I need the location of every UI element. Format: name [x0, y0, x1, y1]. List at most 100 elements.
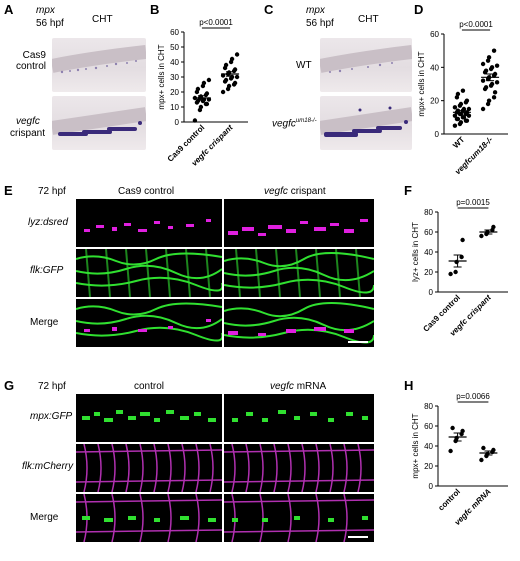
p-value-label: p<0.0001	[199, 18, 233, 27]
a-stage-label: 56 hpf	[36, 18, 64, 29]
c-row2-label: vegfcum18-/-	[272, 118, 317, 129]
data-point	[483, 68, 489, 73]
data-point	[448, 271, 453, 277]
a-vegfc-crispant-image	[52, 96, 146, 150]
g-mpx-mrna	[224, 394, 374, 442]
y-tick-label: 50	[170, 43, 179, 52]
data-point	[450, 425, 455, 431]
y-tick-label: 20	[424, 462, 433, 471]
data-point	[201, 80, 207, 86]
y-tick-label: 40	[424, 442, 433, 451]
c-gene-label: mpx	[306, 5, 325, 16]
y-tick-label: 0	[429, 288, 434, 297]
y-tick-label: 30	[170, 73, 179, 82]
panel-letter-e: E	[4, 183, 13, 198]
data-point	[489, 81, 495, 87]
g-row-merge: Merge	[30, 512, 59, 523]
data-point	[492, 90, 498, 95]
g-merge-mrna	[224, 494, 374, 542]
data-point	[480, 61, 486, 67]
data-point	[459, 254, 464, 260]
data-point	[460, 88, 466, 93]
data-point	[204, 101, 210, 107]
data-point	[479, 233, 484, 239]
data-point	[455, 91, 461, 97]
data-point	[458, 120, 464, 125]
e-row-flk: flk:GFP	[30, 265, 64, 276]
data-point	[458, 101, 464, 107]
data-point	[455, 116, 461, 122]
data-point	[486, 55, 492, 60]
a-row1-label: Cas9 control	[15, 50, 46, 72]
y-tick-label: 80	[424, 208, 433, 217]
category-label: WT	[451, 135, 466, 150]
panel-letter-d: D	[414, 2, 424, 17]
data-point	[452, 105, 458, 110]
a-stain-1	[52, 45, 146, 74]
a-stain-2	[52, 107, 146, 136]
a-row2-word: crispant	[10, 128, 46, 139]
data-point	[480, 106, 486, 112]
c-stain-1	[320, 45, 412, 73]
c-row2-gene: vegfc	[272, 118, 296, 130]
data-point	[481, 445, 486, 451]
g-green-1	[82, 410, 216, 422]
data-point	[491, 447, 496, 453]
e-col2-word: crispant	[290, 186, 326, 197]
data-point	[485, 101, 491, 107]
data-point	[461, 106, 467, 112]
y-tick-label: 80	[424, 402, 433, 411]
e-magenta-2	[228, 219, 368, 236]
y-tick-label: 10	[170, 103, 179, 112]
data-point	[486, 98, 492, 103]
data-point	[491, 48, 497, 53]
e-green-1	[76, 249, 222, 297]
y-tick-label: 0	[435, 130, 440, 139]
panel-letter-h: H	[404, 378, 414, 393]
y-axis-label: mpx+ cells in CHT	[417, 51, 426, 116]
data-point	[454, 95, 460, 100]
g-col2-label: vegfc mRNA	[270, 381, 326, 392]
a-region-label: CHT	[92, 14, 113, 25]
e-merge-1	[76, 302, 222, 342]
data-point	[198, 104, 204, 110]
panel-letter-f: F	[404, 183, 412, 198]
chart-h: 0 20 40 60 80 mpx+ cells in CHT p=0.0066 contro…	[411, 392, 508, 527]
g-row-mpx: mpx:GFP	[30, 411, 73, 422]
data-point	[223, 62, 229, 68]
g-merge-control	[76, 494, 222, 542]
y-tick-label: 40	[424, 248, 433, 257]
data-point	[195, 86, 201, 92]
data-point	[223, 77, 229, 83]
e-col2-gene: vegfc	[264, 186, 288, 197]
g-merge-2	[224, 494, 374, 542]
panel-letter-a: A	[4, 2, 14, 17]
e-lyz-control	[76, 199, 222, 247]
data-point	[460, 428, 465, 434]
panel-letter-b: B	[150, 2, 160, 17]
g-stage-label: 72 hpf	[38, 381, 66, 392]
e-merge-crispant	[224, 299, 374, 347]
g-merge-1	[76, 494, 222, 542]
y-tick-label: 20	[430, 97, 439, 106]
y-tick-label: 0	[175, 118, 180, 127]
y-axis-label: mpx+ cells in CHT	[157, 44, 166, 109]
e-col2-label: vegfc crispant	[264, 186, 326, 197]
p-value-label: p=0.0015	[456, 198, 490, 207]
data-point	[461, 115, 467, 120]
e-col1-label: Cas9 control	[118, 186, 175, 197]
e-green-2	[224, 249, 374, 297]
data-point	[466, 106, 472, 112]
y-tick-label: 60	[424, 422, 433, 431]
c-region-label: CHT	[358, 14, 379, 25]
data-point	[234, 52, 240, 57]
y-axis-label: mpx+ cells in CHT	[411, 413, 420, 478]
e-row-merge: Merge	[30, 317, 59, 328]
data-point	[479, 457, 484, 463]
y-tick-label: 60	[430, 30, 439, 39]
data-point	[480, 78, 486, 83]
g-col1-label: control	[134, 381, 165, 392]
data-point	[220, 89, 226, 95]
